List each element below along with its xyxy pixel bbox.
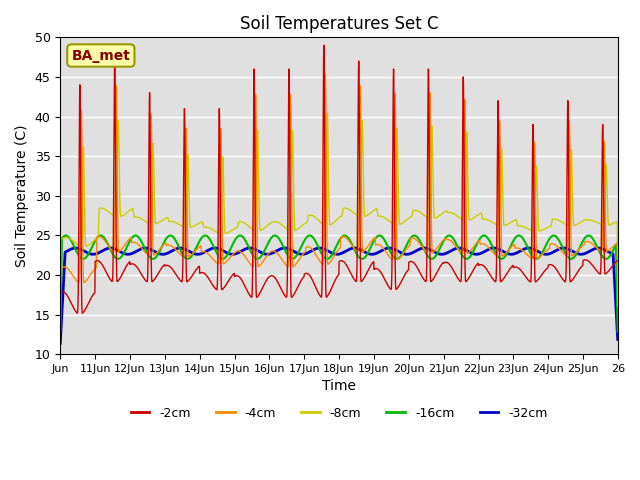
-32cm xyxy=(606,250,614,255)
-8cm xyxy=(614,303,621,309)
-2cm xyxy=(113,241,120,247)
-2cm xyxy=(74,310,81,316)
-4cm xyxy=(539,252,547,257)
-32cm xyxy=(72,245,79,251)
-4cm xyxy=(614,240,621,246)
-4cm xyxy=(112,94,120,99)
-8cm xyxy=(232,225,240,231)
-8cm xyxy=(323,110,331,116)
-8cm xyxy=(606,222,614,228)
Line: -8cm: -8cm xyxy=(60,113,618,317)
-16cm xyxy=(507,242,515,248)
-16cm xyxy=(614,329,621,335)
-8cm xyxy=(372,206,380,212)
-8cm xyxy=(507,219,515,225)
Text: BA_met: BA_met xyxy=(72,48,131,62)
-2cm xyxy=(373,266,381,272)
-32cm xyxy=(113,247,120,252)
-4cm xyxy=(606,247,614,252)
-4cm xyxy=(56,348,64,354)
-32cm xyxy=(233,251,241,256)
-32cm xyxy=(56,340,64,346)
Line: -32cm: -32cm xyxy=(60,248,618,343)
-2cm xyxy=(606,266,614,272)
-16cm xyxy=(112,255,120,261)
-16cm xyxy=(232,235,240,241)
-8cm xyxy=(112,212,120,218)
-16cm xyxy=(372,234,380,240)
-2cm xyxy=(320,42,328,48)
Title: Soil Temperatures Set C: Soil Temperatures Set C xyxy=(240,15,438,33)
-32cm xyxy=(614,336,621,342)
-4cm xyxy=(372,242,380,248)
-32cm xyxy=(372,251,380,256)
Line: -2cm: -2cm xyxy=(60,45,618,313)
-16cm xyxy=(539,250,547,255)
-32cm xyxy=(507,252,515,257)
Y-axis label: Soil Temperature (C): Soil Temperature (C) xyxy=(15,124,29,267)
X-axis label: Time: Time xyxy=(322,379,356,394)
-4cm xyxy=(232,249,240,254)
-16cm xyxy=(376,233,383,239)
-4cm xyxy=(321,71,329,76)
-2cm xyxy=(56,289,64,295)
-32cm xyxy=(539,251,547,256)
-4cm xyxy=(507,244,515,250)
Line: -4cm: -4cm xyxy=(60,73,618,351)
-8cm xyxy=(539,227,547,233)
-2cm xyxy=(614,258,621,264)
-16cm xyxy=(56,327,64,333)
-2cm xyxy=(233,273,241,278)
-2cm xyxy=(508,264,515,270)
-2cm xyxy=(539,271,547,276)
Line: -16cm: -16cm xyxy=(60,236,618,332)
-8cm xyxy=(56,314,64,320)
Legend: -2cm, -4cm, -8cm, -16cm, -32cm: -2cm, -4cm, -8cm, -16cm, -32cm xyxy=(125,402,553,424)
-16cm xyxy=(606,253,614,259)
